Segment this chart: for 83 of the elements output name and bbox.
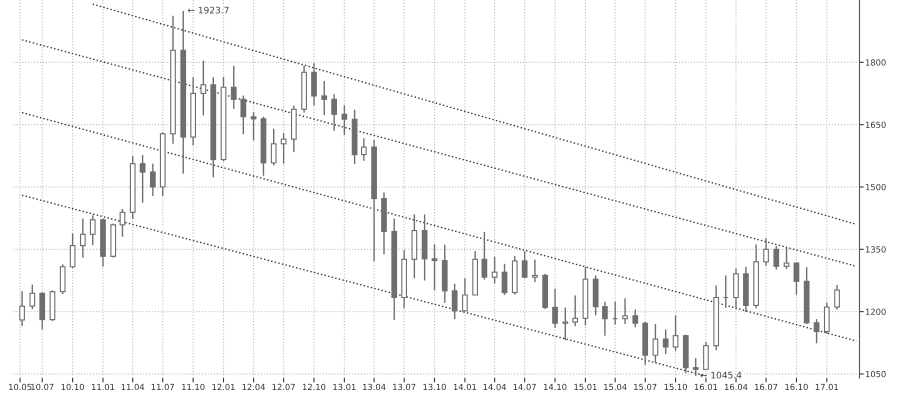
x-tick-label: 16.10 <box>785 384 808 390</box>
y-tick-label: 1050 <box>866 370 886 378</box>
candlestick <box>360 138 367 162</box>
annotation: ← 1923.7 <box>188 6 229 14</box>
candlestick <box>692 357 699 377</box>
candlestick <box>80 218 86 258</box>
x-tick-label: 16.01 <box>694 384 718 390</box>
x-tick-label: 15.04 <box>604 384 627 390</box>
candlestick <box>29 284 36 310</box>
x-tick-label: 14.01 <box>454 384 476 390</box>
candlestick <box>794 261 800 296</box>
x-tick-label: 17.01 <box>816 384 838 390</box>
candlestick <box>622 298 628 325</box>
candlestick <box>120 208 126 238</box>
x-tick-label: 14.07 <box>514 384 536 390</box>
candlestick <box>672 314 678 352</box>
candlestick <box>200 60 206 116</box>
x-tick-label: 12.07 <box>272 384 295 390</box>
x-tick-label: 15.07 <box>634 384 656 390</box>
candlestick <box>452 283 458 320</box>
x-tick-label: 11.07 <box>152 384 174 390</box>
x-tick-label: 12.01 <box>212 384 235 390</box>
candlestick <box>552 288 558 329</box>
candlestick <box>90 214 96 246</box>
y-tick-label: 1500 <box>866 184 886 190</box>
candlestick <box>240 94 246 135</box>
x-tick-label: 15.10 <box>664 384 687 390</box>
candlestick <box>612 300 618 326</box>
x-tick-label: 13.07 <box>393 384 416 390</box>
candlestick <box>70 232 76 269</box>
x-tick-label: 14.04 <box>484 384 506 390</box>
candlestick <box>342 104 348 136</box>
x-tick-label: 13.01 <box>333 384 356 390</box>
x-tick-label: 12.04 <box>242 384 266 390</box>
candlestick <box>432 244 438 292</box>
candlestick <box>652 323 658 364</box>
x-tick-label: 15.01 <box>574 384 597 390</box>
candlestick <box>773 245 780 270</box>
candlestick <box>482 231 488 280</box>
x-tick-label: 16.04 <box>724 384 748 390</box>
candlestick <box>230 64 237 110</box>
candlestick <box>522 250 528 280</box>
candlestick <box>331 94 337 132</box>
x-tick-label: 16.07 <box>755 384 778 390</box>
candlestick <box>19 290 25 327</box>
candlestick <box>562 306 568 341</box>
x-tick-label: 10.10 <box>62 384 84 390</box>
y-tick-label: 1350 <box>866 246 886 253</box>
candlestick <box>703 341 709 370</box>
candlestick <box>662 328 669 355</box>
candlestick <box>722 274 729 309</box>
y-tick-label: 1800 <box>866 59 886 66</box>
annotation: ← 1045.4 <box>700 372 742 378</box>
candlestick <box>784 247 790 270</box>
candlestick <box>763 237 769 267</box>
candlestick <box>140 154 146 204</box>
x-tick-label: 12.10 <box>302 384 326 390</box>
x-tick-label: 14.10 <box>544 384 566 390</box>
candlestick <box>270 128 277 166</box>
candlestick <box>462 278 468 312</box>
x-tick-label: 13.04 <box>363 384 386 390</box>
candlestick <box>250 111 256 142</box>
x-tick-label: 13.10 <box>424 384 446 390</box>
candlestick <box>150 163 156 197</box>
x-tick-label: 10.07 <box>31 384 54 390</box>
candlestick <box>572 294 578 327</box>
candlestick <box>834 284 840 310</box>
candlestick <box>502 263 508 296</box>
x-tick-label: 11.10 <box>182 384 205 390</box>
candlestick <box>602 300 608 336</box>
x-tick-label: 10.05 <box>9 384 32 390</box>
candlestick <box>280 132 286 164</box>
candlestick <box>632 308 638 328</box>
candlestick <box>532 258 538 283</box>
x-tick-label: 11.04 <box>122 384 144 390</box>
y-tick-label: 1200 <box>866 308 886 315</box>
candlestick <box>814 318 820 344</box>
x-tick-label: 11.01 <box>92 384 114 390</box>
candlestick <box>311 62 317 106</box>
candlestick <box>492 256 498 284</box>
candlestick <box>733 268 739 310</box>
y-tick-label: 1650 <box>866 122 886 128</box>
candlestick <box>321 80 328 116</box>
